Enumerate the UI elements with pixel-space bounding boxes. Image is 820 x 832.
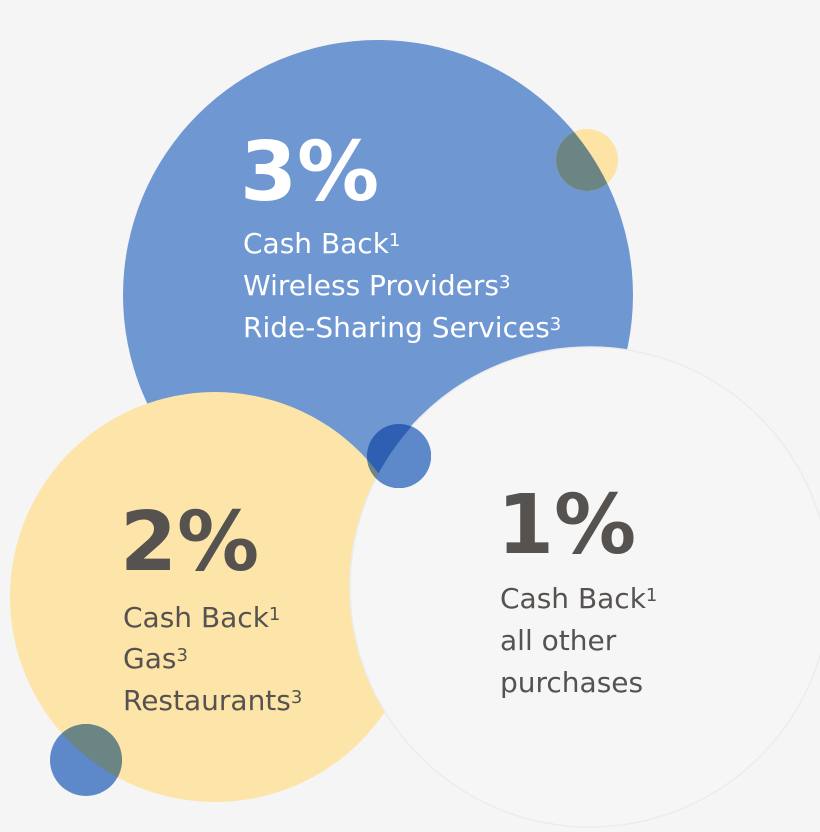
label-line: Cash Back1 [500,582,657,615]
label-text: purchases [500,666,643,699]
label-line: purchases [500,666,643,699]
superscript: 3 [499,272,510,293]
label-line: all other [500,624,617,657]
yellow-circle [10,392,420,802]
label-text: Restaurants [123,684,291,717]
superscript: 1 [269,604,280,625]
label-text: Ride-Sharing Services [243,311,550,344]
label-line: Restaurants3 [123,684,302,717]
rate: 2% [120,495,259,590]
label-text: all other [500,624,617,657]
superscript: 3 [176,645,187,666]
label-line: Ride-Sharing Services3 [243,311,561,344]
label-line: Wireless Providers3 [243,269,510,302]
white-circle [349,346,820,828]
label-text: Cash Back [123,601,270,634]
superscript: 1 [389,230,400,251]
superscript: 1 [646,585,657,606]
label-line: Cash Back1 [123,601,280,634]
label-text: Gas [123,642,176,675]
center-dot [367,424,431,488]
label-line: Gas3 [123,642,188,675]
label-text: Cash Back [243,227,390,260]
superscript: 3 [291,687,302,708]
superscript: 3 [550,314,561,335]
rate: 1% [497,478,636,573]
label-text: Wireless Providers [243,269,499,302]
rate: 3% [240,125,379,220]
label-line: Cash Back1 [243,227,400,260]
label-text: Cash Back [500,582,647,615]
tier: 1% Cash Back1 all other purchases [497,478,657,699]
